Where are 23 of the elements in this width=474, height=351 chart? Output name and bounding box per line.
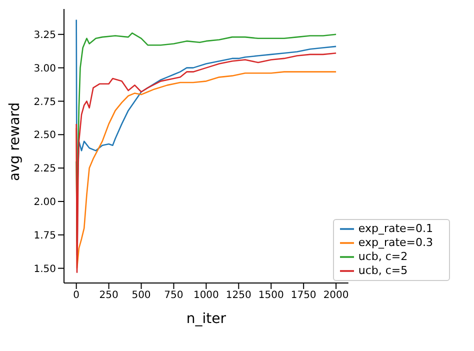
x-tick-label: 2000	[323, 290, 349, 302]
legend-label: ucb, c=2	[358, 250, 408, 263]
y-tick-label: 1.75	[34, 230, 56, 242]
x-tick-label: 1000	[193, 290, 219, 302]
y-tick-label: 3.25	[34, 30, 56, 41]
x-axis-title: n_iter	[186, 311, 226, 327]
x-tick-label: 750	[164, 290, 184, 302]
legend-label: exp_rate=0.3	[358, 236, 433, 249]
y-tick-label: 1.50	[34, 264, 56, 275]
y-tick-label: 2.75	[34, 96, 56, 108]
y-tick-label: 2.25	[34, 164, 56, 175]
legend-label: exp_rate=0.1	[358, 222, 433, 235]
x-tick-label: 500	[132, 290, 151, 302]
x-tick-label: 0	[73, 290, 80, 302]
y-axis-title: avg reward	[6, 102, 23, 181]
y-tick-label: 3.00	[34, 63, 56, 74]
y-tick-label: 2.00	[34, 197, 56, 208]
x-tick-label: 1500	[258, 290, 284, 302]
x-tick-label: 1250	[226, 290, 252, 302]
x-tick-label: 250	[99, 290, 118, 302]
legend-label: ucb, c=5	[358, 264, 408, 277]
y-tick-label: 2.50	[34, 130, 56, 142]
x-tick-label: 1750	[290, 290, 316, 302]
